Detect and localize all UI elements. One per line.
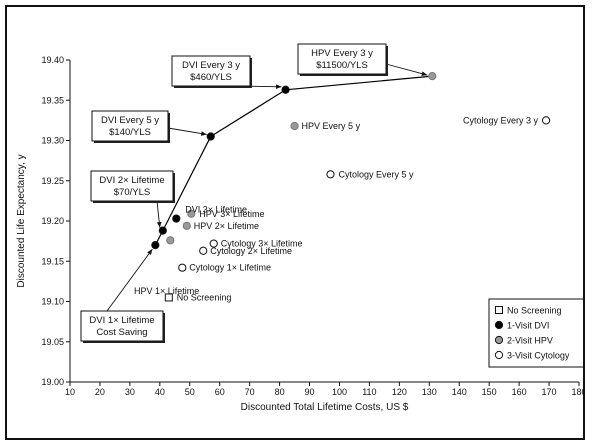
legend-label: 2-Visit HPV	[507, 336, 553, 346]
point-no-screening	[164, 293, 173, 302]
point-hpv	[182, 221, 191, 230]
x-tick-label: 80	[275, 387, 285, 397]
x-tick-label: 140	[452, 387, 467, 397]
x-tick-label: 120	[392, 387, 407, 397]
point-label: HPV 3× Lifetime	[199, 209, 264, 219]
arrow-head	[147, 249, 153, 255]
point-label: Cytology Every 3 y	[463, 115, 539, 125]
legend-marker	[494, 350, 504, 360]
x-tick-label: 170	[542, 387, 557, 397]
point-label: No Screening	[177, 292, 232, 302]
legend-box	[488, 298, 583, 368]
callout-text: $460/YLS	[190, 72, 232, 83]
point-dvi	[281, 85, 290, 94]
legend-marker	[494, 335, 504, 345]
point-cytology	[326, 170, 335, 179]
arrow-head	[200, 131, 207, 136]
x-tick-label: 90	[305, 387, 315, 397]
x-tick-label: 50	[185, 387, 195, 397]
point-label: Cytology 2× Lifetime	[210, 246, 292, 256]
arrow-head	[421, 71, 428, 76]
x-tick-label: 40	[155, 387, 165, 397]
point-dvi	[172, 214, 181, 223]
x-axis-label: Discounted Total Lifetime Costs, US $	[241, 402, 409, 413]
x-tick-label: 100	[332, 387, 347, 397]
callout-text: DVI 1× Lifetime	[89, 315, 154, 326]
y-tick-label: 19.10	[41, 297, 64, 307]
point-label: DVI 3× Lifetime	[185, 205, 247, 215]
callout-arrow	[385, 63, 428, 76]
x-tick-label: 110	[362, 387, 376, 397]
y-axis-label: Discounted Life Expectancy, y	[16, 154, 27, 287]
efficient-frontier	[154, 75, 433, 246]
legend-label: 1-Visit DVI	[507, 321, 549, 331]
point-hpv	[187, 209, 196, 218]
arrow-head	[276, 84, 282, 90]
callout-box	[91, 110, 169, 142]
callout-text: $140/YLS	[109, 127, 151, 138]
legend-marker	[494, 320, 504, 330]
point-label: Cytology 1× Lifetime	[189, 263, 271, 273]
x-tick-label: 180	[571, 387, 583, 397]
point-label: Cytology 3× Lifetime	[221, 239, 303, 249]
x-tick-label: 30	[125, 387, 135, 397]
x-tick-label: 150	[482, 387, 497, 397]
callout-box	[80, 310, 164, 342]
callout-text: HPV Every 3 y	[311, 48, 373, 59]
callout-text: $70/YLS	[114, 187, 150, 198]
point-hpv	[290, 121, 299, 131]
point-cytology	[199, 246, 208, 255]
chart-frame: 10 20 30 40 50 60 70 80 90 100 110 120 130 140 150 160 1…	[5, 5, 585, 440]
callout-box	[90, 170, 174, 202]
point-dvi	[206, 132, 215, 141]
y-tick-label: 19.15	[41, 256, 64, 266]
callout-text: $11500/YLS	[316, 60, 368, 71]
callout-arrow	[106, 248, 153, 312]
arrow-head	[156, 221, 162, 228]
x-tick-label: 20	[95, 387, 105, 397]
point-label: HPV 2× Lifetime	[194, 221, 259, 231]
callout-box	[297, 43, 387, 75]
y-tick-label: 19.40	[41, 55, 64, 65]
axes: 10 20 30 40 50 60 70 80 90 100 110 120 130 140 150 160 1…	[41, 55, 583, 397]
y-tick-label: 19.25	[41, 176, 64, 186]
legend-label: 3-Visit Cytology	[507, 351, 570, 361]
point-hpv	[166, 236, 175, 245]
point-dvi	[158, 226, 167, 235]
callout-arrow	[167, 127, 207, 135]
point-cytology	[541, 116, 551, 125]
y-tick-label: 19.35	[41, 95, 64, 105]
callout-text: DVI Every 3 y	[182, 60, 240, 71]
legend-marker	[495, 306, 503, 314]
point-hpv	[428, 72, 437, 81]
point-label: Cytology Every 5 y	[338, 169, 414, 179]
callout-text: DVI 2× Lifetime	[99, 175, 164, 186]
callout-text: DVI Every 5 y	[101, 115, 159, 126]
x-tick-label: 70	[245, 387, 255, 397]
point-cytology	[178, 263, 187, 272]
x-tick-label: 10	[65, 387, 75, 397]
y-tick-label: 19.20	[41, 216, 64, 226]
callout-box	[171, 55, 251, 87]
data-points	[151, 72, 551, 302]
legend-label: No Screening	[507, 306, 562, 316]
x-tick-label: 160	[512, 387, 527, 397]
plain-label: HPV 1× Lifetime	[134, 286, 199, 296]
legend: No Screening 1-Visit DVI 2-Visit HPV 3-Visi…	[488, 298, 583, 368]
frontier-line	[154, 75, 433, 246]
x-tick-label: 130	[422, 387, 437, 397]
x-tick-label: 60	[215, 387, 225, 397]
point-cytology	[209, 239, 218, 248]
y-tick-label: 19.00	[41, 377, 64, 387]
point-dvi	[151, 241, 160, 250]
cost-effectiveness-chart: 10 20 30 40 50 60 70 80 90 100 110 120 130 140 150 160 1…	[16, 43, 583, 413]
y-tick-label: 19.05	[41, 337, 64, 347]
callout-text: Cost Saving	[96, 327, 147, 338]
y-tick-label: 19.30	[41, 136, 64, 146]
point-label: HPV Every 5 y	[302, 121, 361, 131]
